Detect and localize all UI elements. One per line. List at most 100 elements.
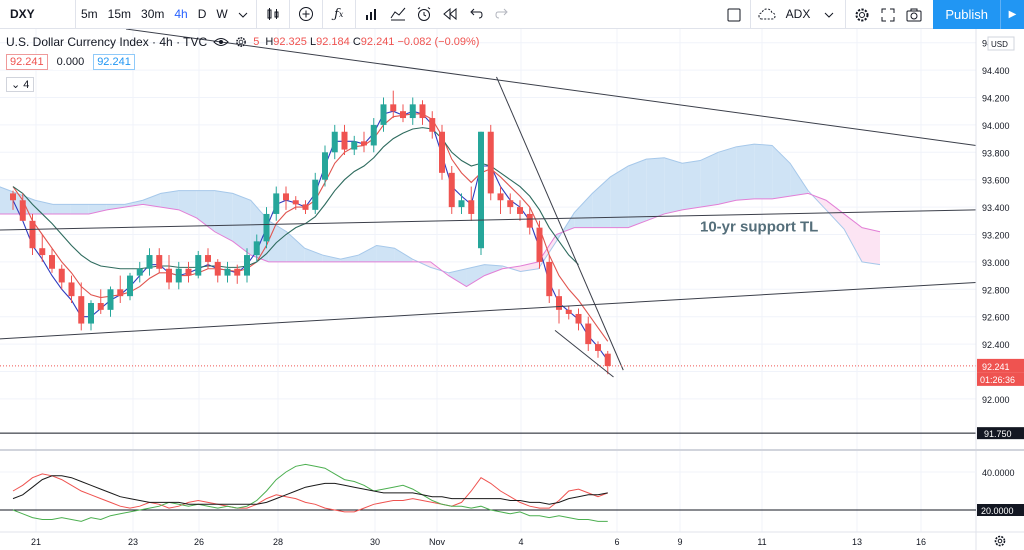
chevron-down-icon[interactable] (816, 0, 842, 29)
interval-W[interactable]: W (216, 6, 228, 21)
cloud-segment (286, 231, 305, 262)
price-tick-label: 93.600 (982, 176, 1010, 186)
candle-body (253, 241, 260, 256)
interval-15m[interactable]: 15m (107, 6, 132, 21)
trendline (0, 209, 977, 231)
replay-icon[interactable] (437, 0, 463, 29)
last-price-badge (977, 358, 1024, 373)
chart-grid (0, 29, 976, 532)
cloud-segment (52, 204, 71, 214)
cloud-segment (466, 264, 485, 287)
candle-body (127, 275, 133, 297)
fullscreen-icon[interactable] (875, 0, 901, 29)
candle-body (331, 131, 338, 153)
layout-icon[interactable] (721, 0, 747, 29)
toolbar-divider (255, 0, 257, 29)
camera-icon[interactable] (901, 0, 927, 29)
chevron-down-icon[interactable] (233, 0, 253, 29)
gear-icon[interactable] (849, 0, 875, 29)
ohlc-high-label: H (265, 36, 274, 48)
indicator-values: 92.241 0.000 92.241 (6, 54, 135, 70)
legend-collapse-button[interactable]: ⌄ 4 (6, 77, 35, 92)
cloud-segment (484, 264, 503, 276)
currency-label: USD (991, 40, 1008, 49)
price-tick-label: 93.200 (982, 231, 1010, 241)
cloud-segment (70, 204, 89, 214)
candle-body (370, 124, 377, 146)
redo-icon[interactable] (489, 0, 515, 29)
cloud-segment (340, 255, 359, 262)
ohlc-change: −0.082 (−0.09%) (397, 36, 480, 48)
time-tick-label: 6 (614, 537, 619, 547)
candle-body (351, 141, 358, 150)
time-tick-label: 28 (273, 537, 283, 547)
publish-button[interactable]: Publish (933, 0, 1000, 29)
undo-icon[interactable] (463, 0, 489, 29)
cloud-save-icon[interactable] (754, 0, 780, 29)
candle-body (585, 323, 592, 345)
templates-icon[interactable] (385, 0, 411, 29)
time-tick-label: 11 (757, 537, 766, 547)
play-icon[interactable]: ▶ (1000, 0, 1024, 29)
candle-body (507, 200, 514, 208)
interval-4h[interactable]: 4h (174, 6, 188, 21)
cloud-segment (718, 146, 737, 205)
cloud-segment (664, 157, 683, 214)
cloud-segment (106, 204, 125, 210)
interval-30m[interactable]: 30m (141, 6, 165, 21)
financials-icon[interactable] (359, 0, 385, 29)
interval-D[interactable]: D (197, 6, 207, 21)
time-tick-label: 30 (370, 537, 380, 547)
trendline (0, 281, 977, 340)
trendline (496, 76, 624, 371)
cloud-segment (304, 248, 323, 262)
candle-body (468, 200, 475, 214)
candle-body (273, 193, 280, 214)
candles-icon[interactable] (260, 0, 286, 29)
ohlc-low-label: L (309, 36, 317, 48)
cloud-segment (772, 145, 791, 199)
candle-body (166, 268, 172, 283)
symbol-search[interactable]: DXY (0, 0, 76, 29)
add-compare-icon[interactable] (293, 0, 319, 29)
adx-line (12, 473, 608, 513)
ohlc-close-label: C (352, 36, 361, 48)
price-chart[interactable]: 10-yr support TL 94.60094.40094.20094.00… (0, 29, 1024, 550)
candle-body (448, 172, 455, 208)
candle-body (78, 296, 85, 324)
eye-icon[interactable] (213, 37, 229, 47)
alert-icon[interactable] (411, 0, 437, 29)
ohlc-high: 92.325 (273, 36, 307, 48)
value-pill: 92.241 (6, 54, 48, 70)
gear-icon[interactable] (235, 36, 247, 48)
candle-body (487, 131, 494, 194)
candle-body (39, 248, 46, 256)
ohlc-close: 92.241 (360, 36, 395, 48)
price-tick-label: 92.800 (982, 285, 1010, 295)
cloud-segment (790, 163, 809, 197)
candle-body (565, 309, 572, 314)
candle-body (390, 104, 397, 112)
candle-body (478, 131, 484, 249)
candle-body (117, 289, 124, 297)
ma-line (12, 110, 609, 361)
candle-body (263, 213, 270, 242)
value-pill: 0.000 (52, 54, 89, 70)
collapsed-count: 4 (23, 79, 30, 91)
cloud-segment (160, 190, 179, 210)
cloud-segment (394, 248, 413, 262)
candle-body (29, 220, 36, 249)
layout-name[interactable]: ADX (785, 7, 811, 21)
adx-tick-label: 40.0000 (982, 468, 1015, 478)
senkou-span-a (0, 143, 881, 274)
trendline (125, 29, 977, 146)
candle-body (97, 303, 104, 310)
cloud-segment (700, 152, 719, 208)
price-tick-label: 92.400 (982, 340, 1010, 350)
candle-body (107, 289, 114, 310)
interval-5m[interactable]: 5m (81, 6, 98, 21)
candle-body (146, 255, 153, 269)
candle-body (400, 111, 406, 119)
